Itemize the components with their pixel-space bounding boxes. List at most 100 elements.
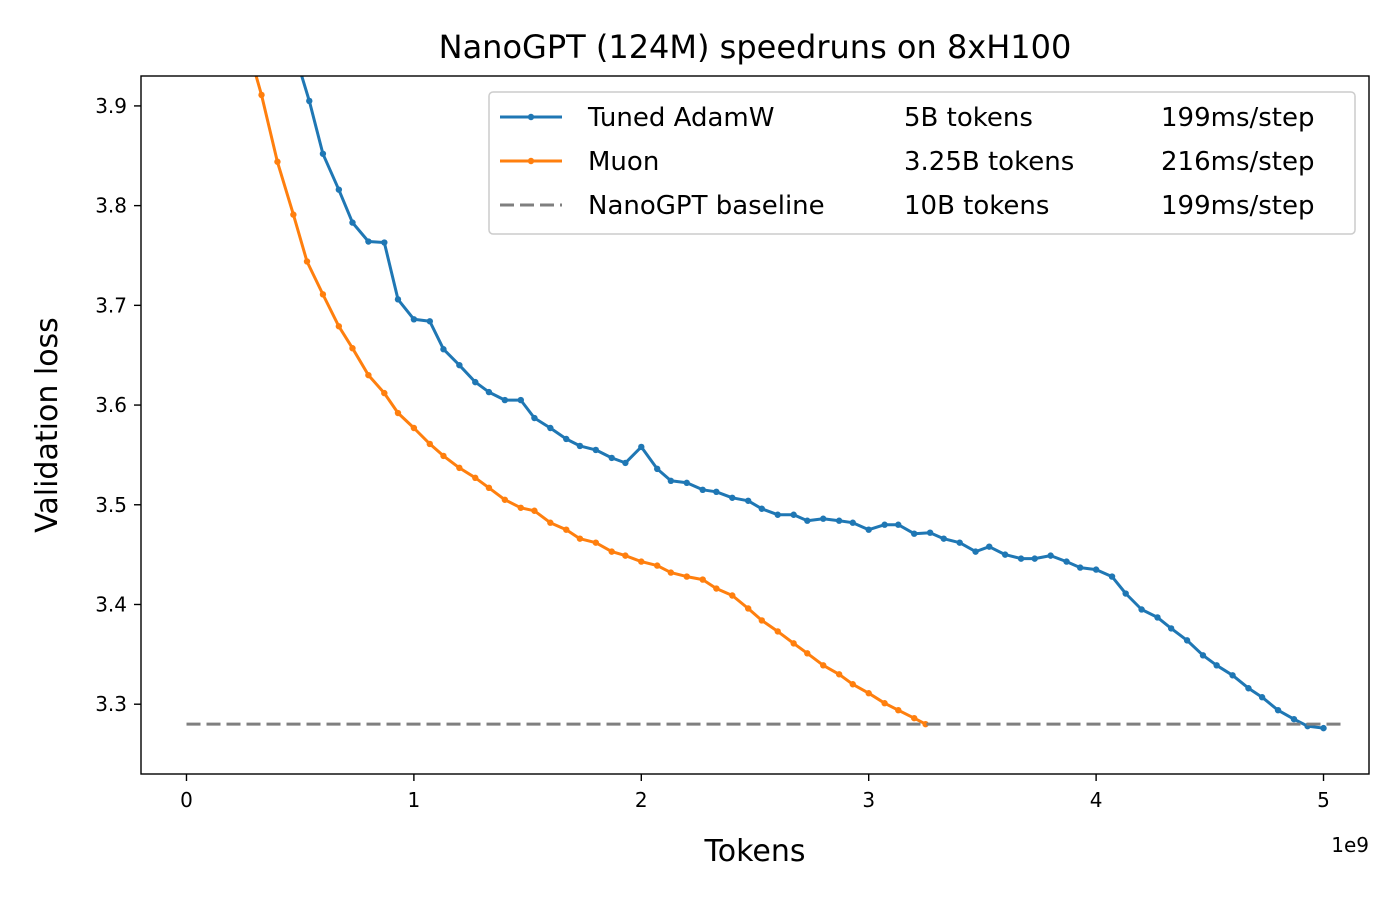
data-point	[290, 211, 297, 218]
data-point	[531, 414, 538, 422]
legend-tokens: 3.25B tokens	[904, 147, 1074, 177]
data-point	[1063, 558, 1070, 565]
data-point	[683, 573, 690, 580]
data-point	[744, 497, 752, 504]
data-point	[426, 440, 434, 448]
data-point	[956, 539, 963, 546]
data-point	[1258, 694, 1266, 701]
series-line	[254, 76, 927, 726]
legend-box	[488, 91, 1356, 235]
data-point	[881, 700, 888, 707]
data-point	[654, 562, 661, 569]
legend-marker	[527, 157, 535, 165]
data-point	[622, 552, 629, 559]
data-point	[349, 219, 356, 226]
data-point	[1076, 564, 1084, 571]
data-point	[303, 258, 311, 265]
data-point	[622, 459, 629, 467]
data-point	[1122, 590, 1129, 597]
legend-tokens: 10B tokens	[904, 191, 1049, 221]
data-point	[319, 150, 327, 157]
data-point	[306, 97, 313, 105]
x-tick-label: 5	[1317, 788, 1330, 812]
x-axis-offset-label: 1e9	[1331, 833, 1369, 857]
data-point	[472, 378, 479, 386]
data-point	[274, 158, 281, 165]
data-point	[849, 519, 856, 526]
data-point	[252, 68, 258, 74]
data-point	[1108, 573, 1116, 580]
data-point	[744, 605, 752, 612]
data-point	[531, 507, 538, 514]
data-point	[547, 424, 554, 432]
legend-step-time: 216ms/step	[1161, 147, 1315, 177]
data-point	[835, 671, 843, 678]
data-point	[972, 548, 979, 555]
data-point	[517, 396, 524, 404]
legend-marker	[527, 113, 535, 121]
data-point	[835, 517, 843, 524]
data-point	[1167, 625, 1175, 632]
legend-entry: NanoGPT baseline 10B tokens 199ms/step	[500, 191, 1315, 221]
data-point	[576, 442, 584, 450]
data-point	[1138, 606, 1145, 613]
data-point	[410, 316, 418, 323]
data-point	[683, 479, 690, 487]
legend-label: Tuned AdamW	[587, 103, 774, 133]
data-point	[849, 681, 856, 688]
data-point	[865, 526, 872, 533]
data-point	[865, 690, 872, 697]
legend-step-time: 199ms/step	[1161, 103, 1315, 133]
legend-entry: Muon 3.25B tokens 216ms/step	[500, 147, 1315, 177]
data-point	[804, 517, 811, 524]
data-point	[608, 548, 615, 555]
legend-entry: Tuned AdamW 5B tokens 199ms/step	[500, 103, 1315, 133]
x-tick-label: 3	[862, 788, 875, 812]
data-point	[940, 535, 947, 542]
data-point	[1154, 614, 1161, 621]
data-point	[319, 291, 327, 298]
data-point	[365, 238, 372, 245]
data-point	[910, 530, 918, 537]
data-point	[563, 526, 570, 533]
data-point	[547, 519, 554, 526]
data-point	[394, 409, 402, 417]
axis-ticks: 0 1 2 3 4 5 3.3 3.4 3.5 3.6 3.7 3.8 3.9	[95, 94, 1330, 812]
data-point	[485, 388, 493, 396]
y-tick-label: 3.9	[95, 94, 127, 118]
data-point	[440, 452, 447, 460]
data-point	[804, 650, 811, 657]
data-point	[1047, 552, 1054, 559]
data-point	[638, 443, 645, 451]
data-point	[790, 640, 797, 647]
series-layer	[186, 68, 1347, 732]
data-point	[335, 186, 343, 193]
data-point	[713, 488, 720, 496]
data-point	[895, 706, 902, 714]
data-point	[699, 576, 706, 583]
data-point	[592, 539, 600, 546]
data-point	[501, 396, 509, 404]
legend: Tuned AdamW 5B tokens 199ms/step Muon 3.25B …	[488, 91, 1356, 235]
data-point	[729, 592, 736, 599]
data-point	[365, 371, 372, 379]
data-point	[440, 346, 447, 353]
plot-frame	[140, 75, 1370, 775]
data-point	[774, 628, 781, 635]
data-point	[895, 521, 902, 528]
y-axis-title: Validation loss	[30, 317, 65, 533]
legend-tokens: 5B tokens	[904, 103, 1033, 133]
data-point	[820, 662, 827, 669]
y-tick-label: 3.7	[95, 293, 127, 317]
data-point	[926, 529, 934, 536]
data-point	[1290, 715, 1298, 723]
data-point	[608, 454, 615, 462]
x-tick-label: 0	[180, 788, 193, 812]
y-tick-label: 3.5	[95, 493, 127, 517]
y-tick-label: 3.3	[95, 692, 127, 716]
data-point	[1017, 555, 1025, 562]
data-point	[394, 296, 402, 303]
data-point	[910, 714, 918, 722]
data-point	[563, 435, 570, 443]
